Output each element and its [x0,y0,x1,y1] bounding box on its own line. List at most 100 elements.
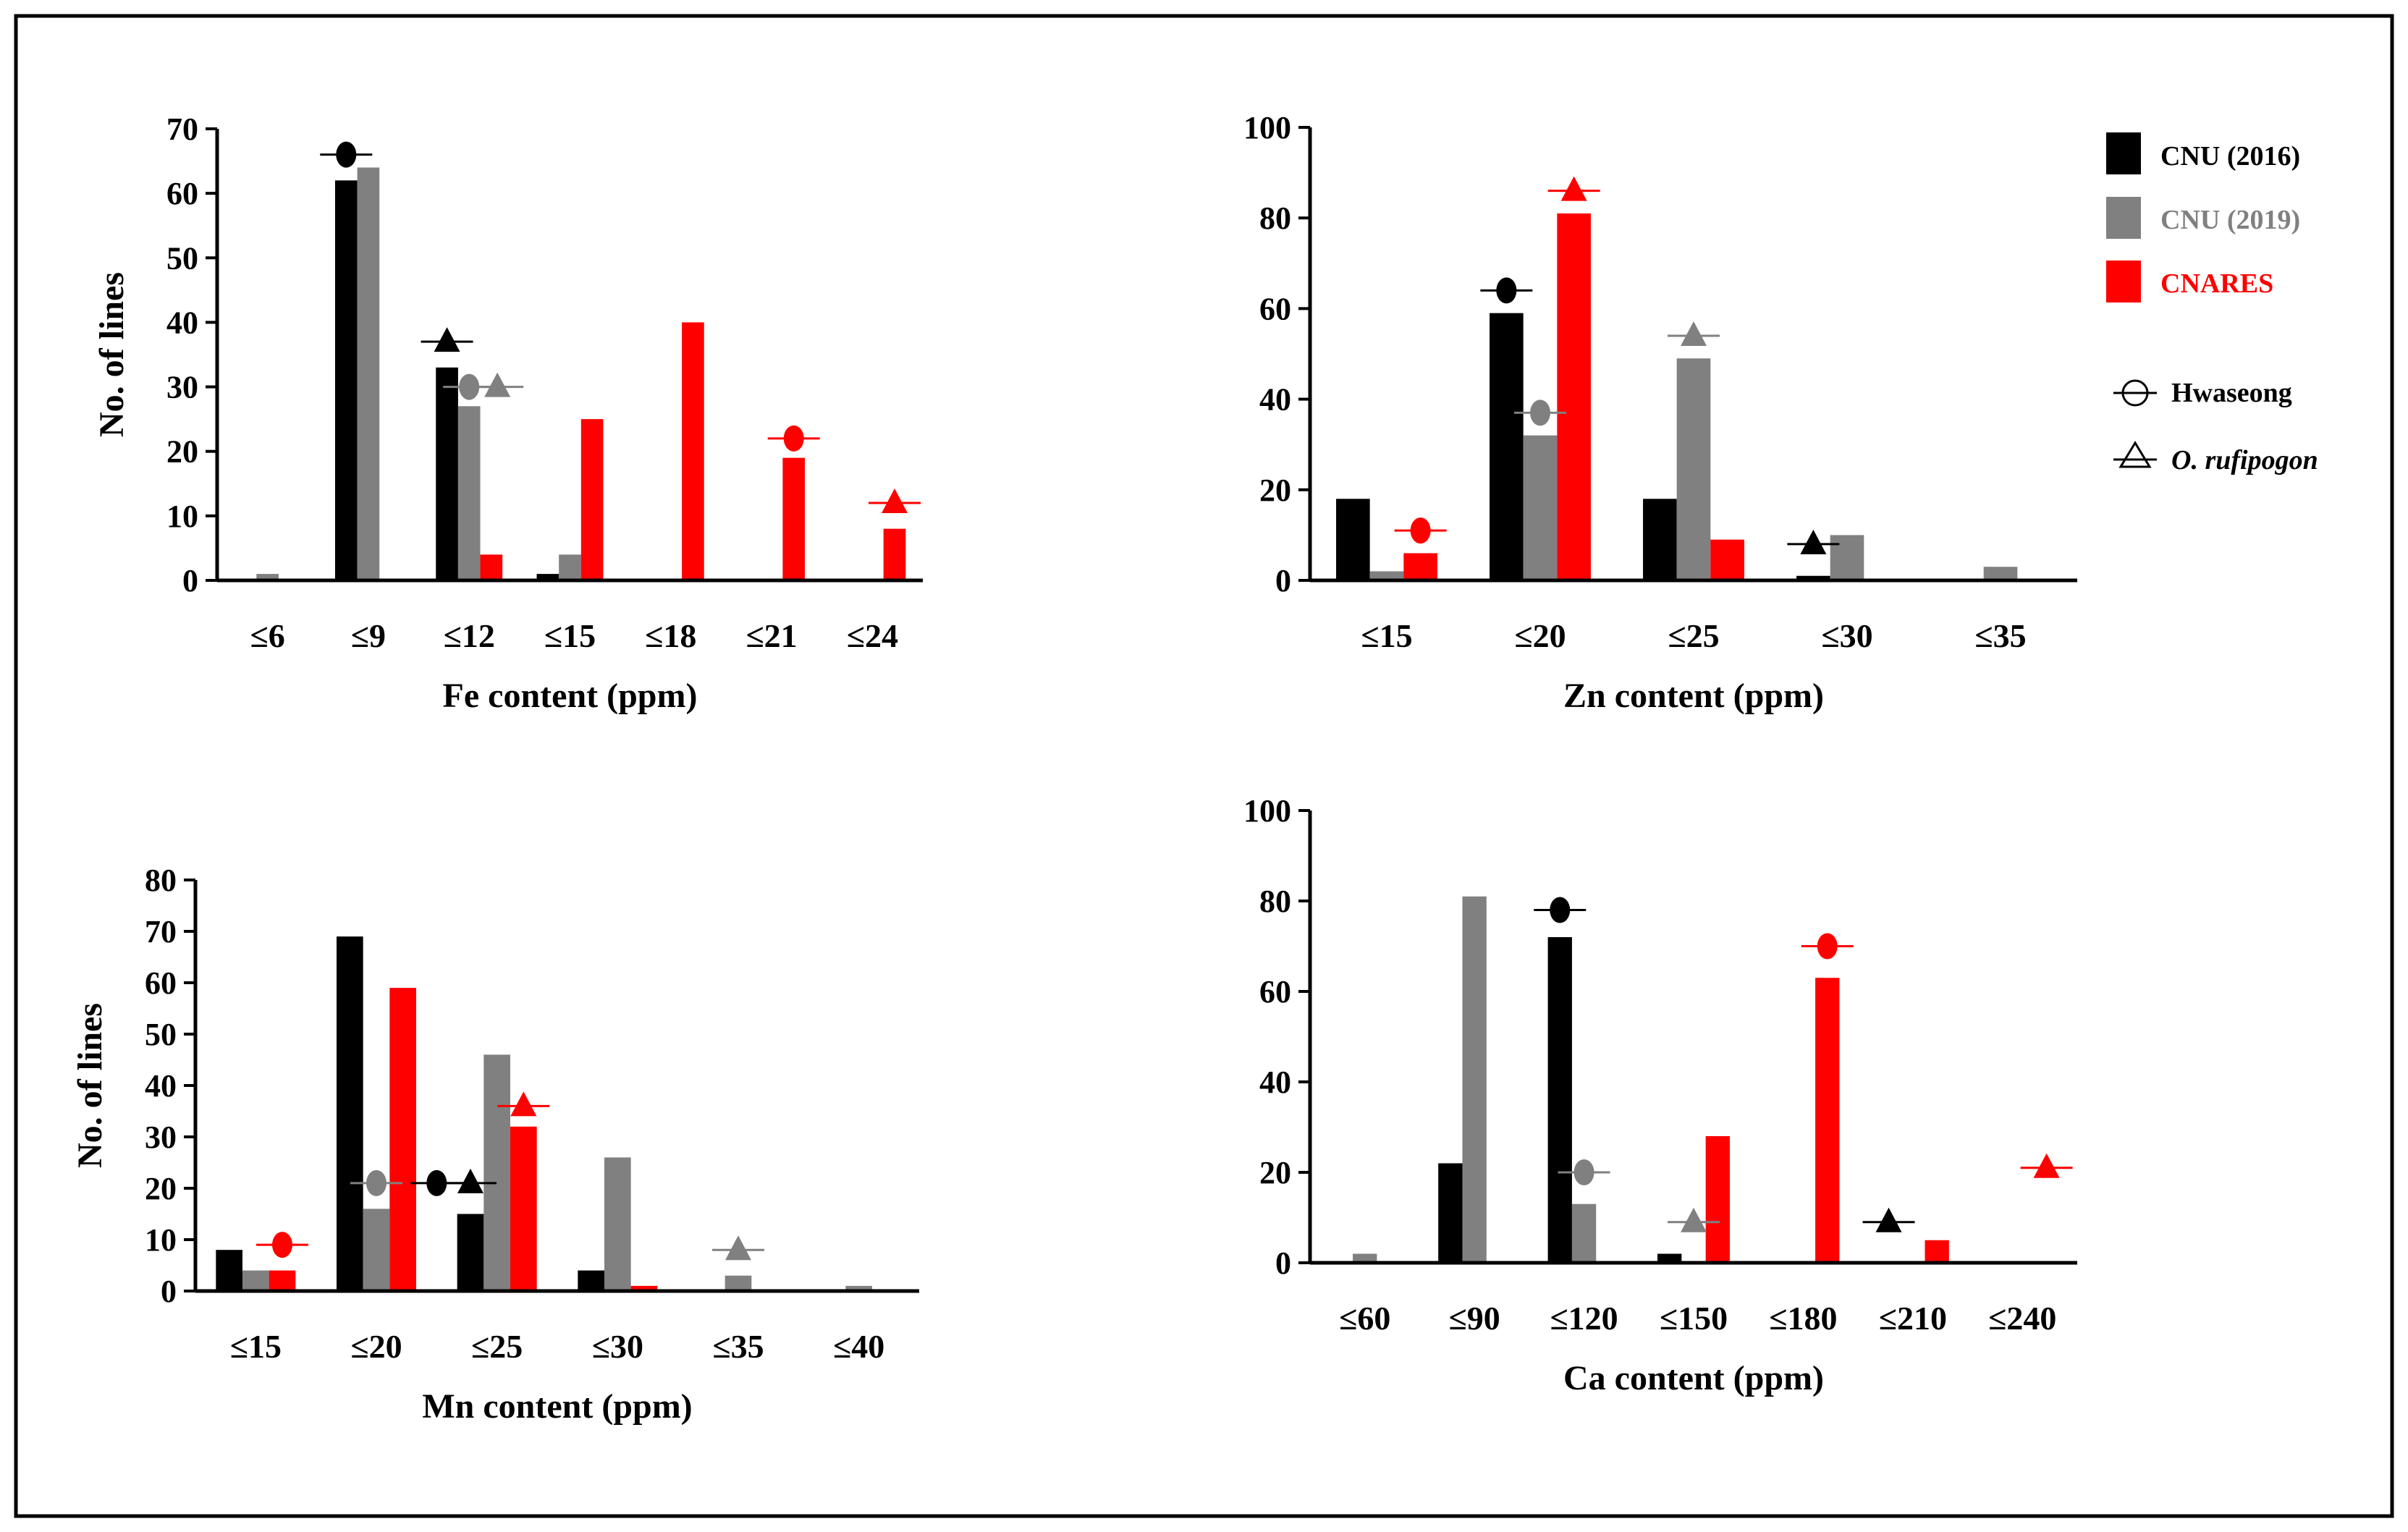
triangle-marker-icon [2033,1153,2060,1178]
rufipogon-marker-ca-2 [1668,1207,1720,1232]
x-tick-label-zn: ≤25 [1668,617,1719,654]
y-tick-label-fe: 70 [166,111,198,147]
rufipogon-marker-mn-3 [444,1168,497,1193]
circle-marker-icon [336,141,357,168]
bar-zn-cnu-2016--0 [1336,499,1370,580]
bar-zn-cnu-2019--2 [1676,358,1711,580]
x-tick-label-zn: ≤15 [1361,617,1412,654]
bar-zn-cnu-2016--1 [1490,313,1524,580]
chart-fe: 0 10 20 30 40 50 60 70 ≤6 ≤9 ≤12 ≤15 ≤18 ≤21 ≤24 Fe con… [93,111,923,715]
bar-zn-cnares-1 [1557,213,1591,580]
bar-ca-cnu-2016--1 [1438,1163,1463,1263]
bar-ca-cnu-2019--2 [1571,1203,1597,1263]
legend-label-hwaseong: Hwaseong [2171,378,2292,408]
hwaseong-marker-zn-1 [1480,277,1533,304]
triangle-marker-icon [2118,441,2152,468]
bar-ca-cnares-4 [1815,978,1840,1263]
y-tick-label-zn: 20 [1259,473,1291,508]
y-tick-label-fe: 60 [166,176,198,211]
bar-fe-cnu-2019--0 [256,574,279,580]
hwaseong-marker-fe-4 [767,425,820,452]
y-tick-label-fe: 0 [182,563,198,598]
bar-fe-cnares-5 [782,457,806,580]
legend-marker-o-rufipogon [2113,441,2157,468]
bar-fe-cnu-2016--3 [536,574,559,580]
y-tick-label-zn: 60 [1259,291,1291,326]
chart-mn: 0 10 20 30 40 50 60 70 80 ≤15 ≤20 ≤25 ≤30 ≤35 ≤40 Mn co… [71,863,919,1426]
rufipogon-marker-zn-3 [1547,176,1600,201]
bar-mn-cnu-2019--4 [724,1275,752,1291]
x-tick-label-ca: ≤120 [1550,1300,1618,1337]
bar-ca-cnu-2016--2 [1547,937,1572,1263]
triangle-marker-icon [1560,176,1587,201]
triangle-marker-icon [882,488,908,514]
rufipogon-marker-mn-5 [712,1235,764,1261]
y-tick-label-zn: 40 [1259,382,1291,418]
bar-fe-cnu-2016--2 [436,367,458,580]
x-tick-label-zn: ≤30 [1821,617,1872,654]
y-tick-label-fe: 20 [166,434,198,470]
y-tick-label-mn: 30 [145,1120,177,1155]
bar-mn-cnu-2016--3 [578,1270,604,1291]
circle-marker-icon [1496,277,1517,304]
x-tick-label-fe: ≤24 [847,617,898,654]
y-tick-label-ca: 0 [1275,1245,1291,1281]
x-tick-label-mn: ≤40 [833,1328,884,1365]
y-tick-label-ca: 20 [1259,1155,1291,1190]
legend-label-cnares: CNARES [2160,268,2273,299]
triangle-marker-icon [725,1235,751,1261]
circle-marker-icon [1817,933,1838,960]
rufipogon-marker-zn-5 [1787,529,1840,554]
bar-zn-cnu-2016--2 [1643,499,1677,580]
y-axis-label-fe: No. of lines [93,272,131,437]
x-tick-label-ca: ≤90 [1449,1300,1500,1337]
bar-mn-cnares-2 [510,1126,537,1291]
bar-zn-cnu-2016--3 [1796,575,1830,580]
x-axis-label-ca: Ca content (ppm) [1563,1359,1824,1397]
hwaseong-marker-ca-3 [1801,933,1854,960]
bar-ca-cnu-2016--3 [1657,1253,1682,1263]
circle-marker-icon [459,373,480,400]
bar-mn-cnu-2019--0 [242,1270,269,1291]
y-tick-label-zn: 100 [1243,110,1291,145]
bar-mn-cnares-0 [269,1270,296,1291]
x-tick-label-mn: ≤25 [471,1328,523,1365]
triangle-marker-icon [1681,1207,1707,1232]
bar-zn-cnu-2019--1 [1523,435,1558,580]
x-axis-label-fe: Fe content (ppm) [443,677,698,715]
bar-zn-cnu-2019--3 [1830,535,1864,580]
chart-zn: 0 20 40 60 80 100 ≤15 ≤20 ≤25 ≤30 ≤35 Zn content (p… [1243,110,2077,715]
y-tick-label-ca: 60 [1259,974,1291,1010]
x-tick-label-ca: ≤60 [1339,1300,1390,1337]
legend-swatch-cnu-2016 [2106,132,2141,174]
bar-fe-cnu-2019--3 [559,554,581,580]
bar-fe-cnares-4 [682,322,704,580]
bar-ca-cnu-2019--0 [1353,1253,1377,1263]
legend-label-cnu-2019: CNU (2019) [2160,205,2300,235]
bar-zn-cnu-2019--4 [1983,567,2018,580]
x-tick-label-fe: ≤15 [544,617,596,654]
y-tick-label-mn: 40 [145,1068,177,1104]
bar-fe-cnu-2016--1 [334,180,358,581]
circle-marker-icon [366,1169,386,1196]
bar-mn-cnu-2019--1 [363,1209,390,1291]
rufipogon-marker-ca-5 [2020,1153,2073,1178]
rufipogon-marker-fe-5 [869,488,921,514]
y-tick-label-ca: 100 [1243,793,1291,829]
x-tick-label-fe: ≤12 [444,617,495,654]
bar-fe-cnares-6 [883,528,906,580]
legend: CNU (2016) CNU (2019) CNARES Hwaseong O.… [2106,132,2318,475]
circle-marker-icon [272,1232,292,1258]
y-tick-label-zn: 80 [1259,200,1291,236]
y-tick-label-fe: 30 [166,370,198,405]
bar-mn-cnares-3 [630,1285,658,1291]
y-tick-label-fe: 40 [166,305,198,340]
rufipogon-marker-zn-4 [1668,321,1720,346]
x-tick-label-ca: ≤240 [1988,1300,2056,1337]
x-tick-label-fe: ≤18 [645,617,696,654]
bar-mn-cnu-2019--3 [604,1157,631,1291]
triangle-marker-icon [510,1091,537,1117]
y-tick-label-mn: 50 [145,1017,177,1052]
x-tick-label-ca: ≤180 [1769,1300,1837,1337]
y-tick-label-mn: 10 [145,1222,177,1258]
